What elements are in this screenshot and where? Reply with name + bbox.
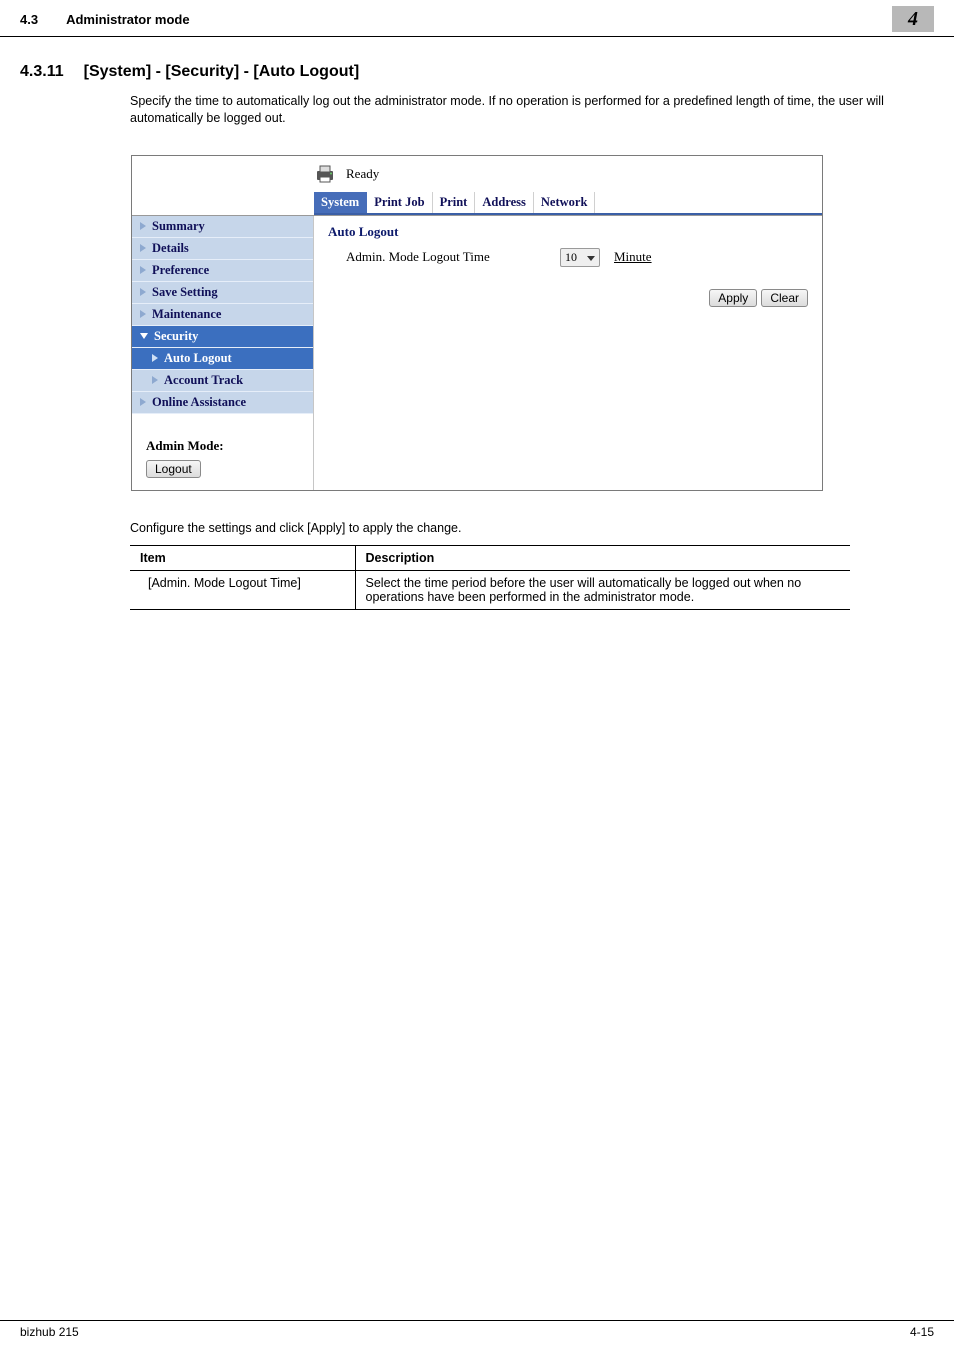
printer-icon [314,164,336,184]
tab-address[interactable]: Address [475,192,534,213]
description-table: Item Description [Admin. Mode Logout Tim… [130,545,850,610]
section-heading: 4.3.11 [System] - [Security] - [Auto Log… [0,37,954,89]
sidebar-item-label: Save Setting [152,285,218,300]
sidebar: Summary Details Preference Save Setting … [132,216,314,490]
table-row: Item Description [130,545,850,570]
sidebar-item-save-setting[interactable]: Save Setting [132,282,313,304]
chevron-right-icon [140,310,146,318]
logout-button[interactable]: Logout [146,460,201,478]
sidebar-item-label: Account Track [164,373,243,388]
chevron-right-icon [152,376,158,384]
sidebar-item-auto-logout[interactable]: Auto Logout [132,348,313,370]
intro-paragraph: Specify the time to automatically log ou… [0,89,954,127]
table-cell-item: [Admin. Mode Logout Time] [130,570,355,609]
chevron-right-icon [152,354,158,362]
heading-number: 4.3.11 [20,63,64,81]
chevron-right-icon [140,398,146,406]
table-row: [Admin. Mode Logout Time] Select the tim… [130,570,850,609]
admin-mode-block: Admin Mode: Logout [132,414,313,490]
status-row: Ready [132,156,822,192]
sidebar-item-label: Maintenance [152,307,221,322]
status-text: Ready [346,166,379,182]
content-pane: Auto Logout Admin. Mode Logout Time 10 M… [314,216,822,490]
tab-bar: System Print Job Print Address Network [314,192,822,215]
sidebar-item-details[interactable]: Details [132,238,313,260]
sidebar-item-label: Auto Logout [164,351,232,366]
sidebar-item-label: Security [154,329,198,344]
sidebar-item-account-track[interactable]: Account Track [132,370,313,392]
chapter-badge: 4 [892,6,934,32]
tab-print[interactable]: Print [433,192,476,213]
chevron-right-icon [140,266,146,274]
logout-time-select[interactable]: 10 [560,248,600,267]
sidebar-item-online-assistance[interactable]: Online Assistance [132,392,313,414]
table-header-item: Item [130,545,355,570]
chevron-right-icon [140,288,146,296]
tab-print-job[interactable]: Print Job [367,192,432,213]
page-footer: bizhub 215 4-15 [0,1320,954,1339]
section-number: 4.3 [20,12,38,27]
setting-unit: Minute [614,249,652,265]
clear-button[interactable]: Clear [761,289,808,307]
chevron-down-icon [140,333,148,339]
sidebar-item-label: Preference [152,263,209,278]
apply-button[interactable]: Apply [709,289,757,307]
table-header-description: Description [355,545,850,570]
select-value: 10 [565,250,577,265]
footer-left: bizhub 215 [20,1325,79,1339]
section-title: Administrator mode [66,12,190,27]
form-row: Admin. Mode Logout Time 10 Minute [328,246,810,269]
table-cell-description: Select the time period before the user w… [355,570,850,609]
configure-text: Configure the settings and click [Apply]… [0,491,954,535]
sidebar-item-label: Details [152,241,189,256]
setting-label: Admin. Mode Logout Time [346,249,546,265]
tab-system[interactable]: System [314,192,367,213]
page-header: 4.3 Administrator mode 4 [0,0,954,37]
chevron-right-icon [140,244,146,252]
sidebar-item-preference[interactable]: Preference [132,260,313,282]
sidebar-item-summary[interactable]: Summary [132,216,313,238]
sidebar-item-security[interactable]: Security [132,326,313,348]
sidebar-item-maintenance[interactable]: Maintenance [132,304,313,326]
embedded-screenshot: Ready System Print Job Print Address Net… [131,155,823,491]
button-row: Apply Clear [328,269,810,307]
tab-network[interactable]: Network [534,192,596,213]
sidebar-item-label: Summary [152,219,205,234]
footer-right: 4-15 [910,1325,934,1339]
heading-title: [System] - [Security] - [Auto Logout] [84,63,360,81]
sidebar-item-label: Online Assistance [152,395,246,410]
admin-mode-label: Admin Mode: [146,438,313,454]
chevron-right-icon [140,222,146,230]
pane-title: Auto Logout [328,224,810,240]
